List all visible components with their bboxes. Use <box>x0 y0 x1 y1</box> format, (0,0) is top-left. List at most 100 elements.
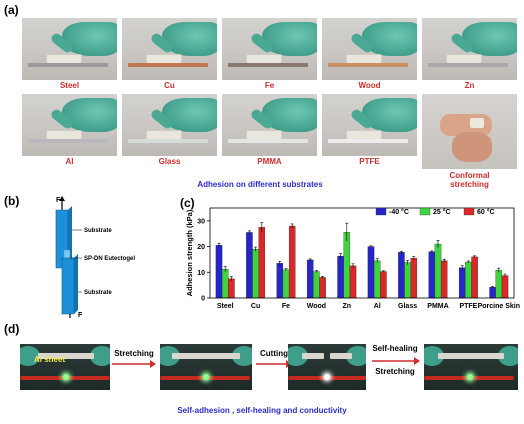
step-stretching-2-label: Stretching <box>375 367 415 376</box>
substrate-photo-glass <box>122 94 217 156</box>
demo-photo-1 <box>20 344 110 390</box>
y-tick-label: 20 <box>197 244 205 251</box>
demo-photo-2 <box>160 344 252 390</box>
bar-steel-s1 <box>221 269 229 299</box>
substrate-photo-cu <box>122 18 217 80</box>
substrate-bottom-side <box>74 254 78 314</box>
step-self-healing-label: Self-healing <box>372 344 418 353</box>
substrate-plate <box>28 63 108 67</box>
label-substrate-top: Substrate <box>84 228 112 234</box>
caption-zn: Zn <box>464 81 475 90</box>
substrate-plate <box>328 139 408 143</box>
y-tick-label: 10 <box>197 270 205 277</box>
panel-label-d: (d) <box>4 322 20 336</box>
y-tick-label: 30 <box>197 218 205 225</box>
caption-pmma: PMMA <box>257 157 282 166</box>
bar-porcine-skin-s0 <box>489 287 496 299</box>
bar-porcine-skin-s1 <box>495 270 503 299</box>
legend-label-1: 25 °C <box>433 208 451 216</box>
bar-steel-s0 <box>215 245 223 299</box>
legend-swatch-0 <box>375 207 387 216</box>
caption-fe: Fe <box>264 81 275 90</box>
legend-label-0: -40 °C <box>389 208 409 216</box>
arrow-step-1 <box>112 360 156 368</box>
arrow-step-2 <box>256 360 292 368</box>
bar-pmma-s1 <box>434 243 442 299</box>
x-tick-label: Wood <box>307 303 326 310</box>
caption-al: Al <box>65 157 74 166</box>
step-cutting-label: Cutting <box>260 349 288 358</box>
panel-label-b: (b) <box>4 194 20 208</box>
x-tick-label: Fe <box>282 303 290 310</box>
panel-label-a: (a) <box>4 3 19 17</box>
legend-swatch-1 <box>419 207 431 216</box>
demo-photo-4 <box>424 344 518 390</box>
bar-zn-s1 <box>343 232 351 299</box>
caption-wood: Wood <box>358 81 381 90</box>
bar-wood-s1 <box>313 271 320 299</box>
substrate-plate <box>428 63 508 67</box>
panel-label-c: (c) <box>180 196 195 210</box>
bar-cu-s1 <box>252 248 259 299</box>
x-tick-label: Glass <box>398 303 417 310</box>
x-tick-label: Cu <box>251 303 260 310</box>
substrate-photo-zn <box>422 18 517 80</box>
bar-al-s1 <box>373 260 381 299</box>
bar-cu-s2 <box>258 227 266 299</box>
bar-glass-s1 <box>404 262 411 299</box>
caption-glass: Glass <box>158 157 181 166</box>
bar-pmma-s2 <box>440 260 448 299</box>
substrate-plate <box>228 63 308 67</box>
adhesion-schematic: F F Substrate SP-DN Eutectogel Substrate <box>55 196 135 318</box>
substrate-photo-ptfe <box>322 94 417 156</box>
substrate-plate <box>28 139 108 143</box>
x-tick-label: PMMA <box>427 303 448 310</box>
force-label-bottom: F <box>78 312 83 318</box>
caption-steel: Steel <box>59 81 80 90</box>
bar-glass-s2 <box>410 257 418 299</box>
x-tick-label: PTFE <box>459 303 477 310</box>
substrate-photo-fe <box>222 18 317 80</box>
caption-conformal-line1: Conformal <box>449 171 490 180</box>
hand-shape <box>452 132 492 162</box>
substrate-plate <box>128 63 208 67</box>
x-tick-label: Al <box>374 303 381 310</box>
substrate-photo-pmma <box>222 94 317 156</box>
x-tick-label: Steel <box>217 303 234 310</box>
bar-al-s0 <box>367 246 375 299</box>
conformal-stretching-photo <box>422 94 517 169</box>
force-arrowhead-top <box>59 196 65 201</box>
bar-wood-s0 <box>306 259 314 299</box>
label-substrate-bottom: Substrate <box>84 290 112 296</box>
bar-porcine-skin-s2 <box>501 275 509 299</box>
al-sheet-label: Al sheet <box>34 355 66 364</box>
panel-a-subtitle: Adhesion on different substrates <box>197 180 323 189</box>
caption-ptfe: PTFE <box>359 157 380 166</box>
substrate-photo-wood <box>322 18 417 80</box>
gel-patch <box>470 118 484 128</box>
bar-glass-s0 <box>398 252 405 299</box>
substrate-plate <box>328 63 408 67</box>
label-gel: SP-DN Eutectogel <box>84 256 135 262</box>
caption-cu: Cu <box>164 81 175 90</box>
caption-conformal: Conformal stretching <box>422 171 517 189</box>
bar-steel-s2 <box>228 278 235 299</box>
arrow-step-3 <box>372 357 420 365</box>
substrate-bottom <box>61 257 75 315</box>
x-tick-label: Porcine Skin <box>478 303 520 310</box>
substrate-photo-steel <box>22 18 117 80</box>
panel-d-subtitle: Self-adhesion , self-healing and conduct… <box>177 406 347 415</box>
force-label-top: F <box>56 197 61 204</box>
legend-swatch-2 <box>463 207 475 216</box>
substrate-plate <box>128 139 208 143</box>
bar-fe-s0 <box>276 263 284 299</box>
bar-al-s2 <box>380 271 387 299</box>
demo-photo-3 <box>288 344 366 390</box>
x-tick-label: Zn <box>343 303 352 310</box>
substrate-plate <box>228 139 308 143</box>
bar-fe-s1 <box>282 269 290 299</box>
y-tick-label: 0 <box>201 296 205 303</box>
bar-pmma-s0 <box>428 251 436 299</box>
bar-zn-s2 <box>349 265 357 299</box>
